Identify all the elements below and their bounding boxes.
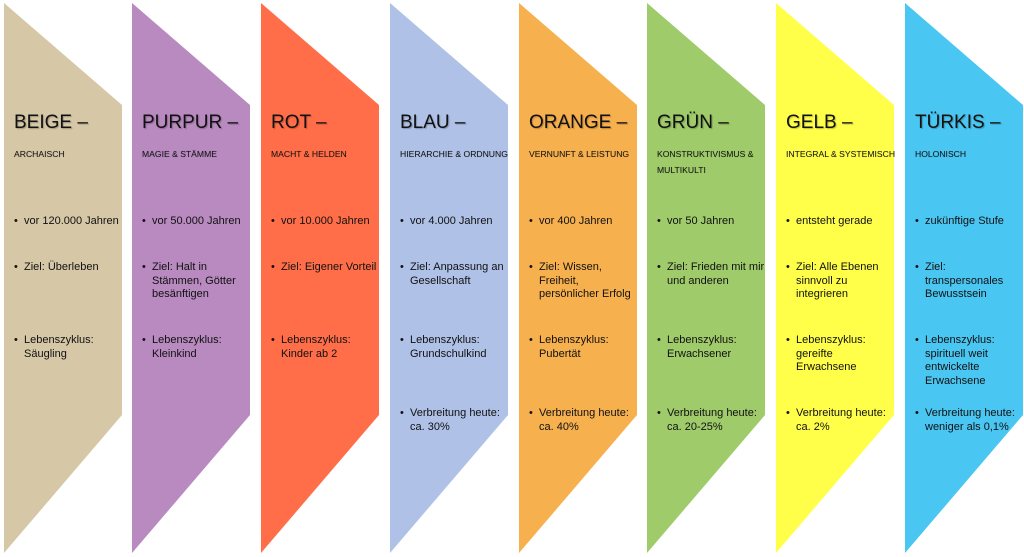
level-title: TÜRKIS –	[915, 112, 1001, 133]
bullet-item: Lebenszyklus: Erwachsener	[657, 334, 767, 361]
level-column-1: BEIGE – ARCHAISCH vor 120.000 Jahren Ziel:…	[4, 0, 124, 557]
level-title: ORANGE –	[529, 112, 628, 133]
bullet-item: Verbreitung heute: ca. 20-25%	[657, 407, 767, 434]
level-title: BEIGE –	[14, 112, 88, 133]
chevron-shape	[4, 3, 122, 553]
level-subtitle: KONSTRUKTIVISMUS & MULTIKULTI	[657, 149, 754, 175]
bullet-item: zukünftige Stufe	[915, 215, 1024, 229]
level-column-4: BLAU – HIERARCHIE & ORDNUNG vor 4.000 Jah…	[390, 0, 510, 557]
bullet-item: entsteht gerade	[786, 215, 896, 229]
level-column-3: ROT – MACHT & HELDEN vor 10.000 Jahren Zie…	[261, 0, 381, 557]
bullet-item: Lebenszyklus: spirituell weit entwickelt…	[915, 334, 1024, 388]
level-subtitle: HIERARCHIE & ORDNUNG	[400, 149, 508, 159]
level-title: GELB –	[786, 112, 853, 133]
bullet-item: Verbreitung heute: ca. 2%	[786, 407, 896, 434]
bullet-item: Lebenszyklus: Grundschulkind	[400, 334, 510, 361]
bullet-item: vor 10.000 Jahren	[271, 215, 381, 229]
level-subtitle: MAGIE & STÄMME	[142, 149, 217, 159]
level-column-5: ORANGE – VERNUNFT & LEISTUNG vor 400 Jahr…	[519, 0, 639, 557]
bullet-item: Lebenszyklus: Kleinkind	[142, 334, 252, 361]
level-subtitle: VERNUNFT & LEISTUNG	[529, 149, 630, 159]
level-subtitle: MACHT & HELDEN	[271, 149, 347, 159]
bullet-item: Ziel: Anpassung an Gesellschaft	[400, 261, 510, 288]
level-column-2: PURPUR – MAGIE & STÄMME vor 50.000 Jahren…	[132, 0, 252, 557]
bullet-item: Ziel: Eigener Vorteil	[271, 261, 381, 275]
bullet-item: Lebenszyklus: Säugling	[14, 334, 124, 361]
bullet-item: Lebenszyklus: Pubertät	[529, 334, 639, 361]
bullet-item: Ziel: Halt in Stämmen, Götter besänftige…	[142, 261, 252, 302]
bullet-item: vor 400 Jahren	[529, 215, 639, 229]
bullet-item: Ziel: transpersonales Bewusstsein	[915, 261, 1024, 302]
bullet-item: vor 50.000 Jahren	[142, 215, 252, 229]
level-column-6: GRÜN – KONSTRUKTIVISMUS & MULTIKULTI vor …	[647, 0, 767, 557]
bullet-item: vor 120.000 Jahren	[14, 215, 124, 229]
bullet-item: Ziel: Wissen, Freiheit, persönlicher Erf…	[529, 261, 639, 302]
level-title: BLAU –	[400, 112, 466, 133]
level-subtitle: INTEGRAL & SYSTEMISCH	[786, 149, 896, 159]
bullet-item: vor 50 Jahren	[657, 215, 767, 229]
bullet-item: vor 4.000 Jahren	[400, 215, 510, 229]
level-subtitle: HOLONISCH	[915, 149, 967, 159]
bullet-item: Ziel: Alle Ebenen sinnvoll zu integriere…	[786, 261, 896, 302]
bullet-item: Lebenszyklus: Kinder ab 2	[271, 334, 381, 361]
level-title: PURPUR –	[142, 112, 239, 133]
bullet-item: Verbreitung heute: ca. 40%	[529, 407, 639, 434]
level-title: ROT –	[271, 112, 327, 133]
chevron-shape	[261, 3, 379, 553]
bullet-item: Ziel: Frieden mit mir und anderen	[657, 261, 767, 288]
level-subtitle: ARCHAISCH	[14, 149, 65, 159]
bullet-item: Lebenszyklus: gereifte Erwachsene	[786, 334, 896, 375]
level-column-7: GELB – INTEGRAL & SYSTEMISCH entsteht ger…	[776, 0, 896, 557]
level-column-8: TÜRKIS – HOLONISCH zukünftige Stufe Ziel: …	[905, 0, 1024, 557]
bullet-item: Verbreitung heute: ca. 30%	[400, 407, 510, 434]
level-title: GRÜN –	[657, 112, 729, 133]
bullet-item: Ziel: Überleben	[14, 261, 124, 275]
bullet-item: Verbreitung heute: weniger als 0,1%	[915, 407, 1024, 434]
